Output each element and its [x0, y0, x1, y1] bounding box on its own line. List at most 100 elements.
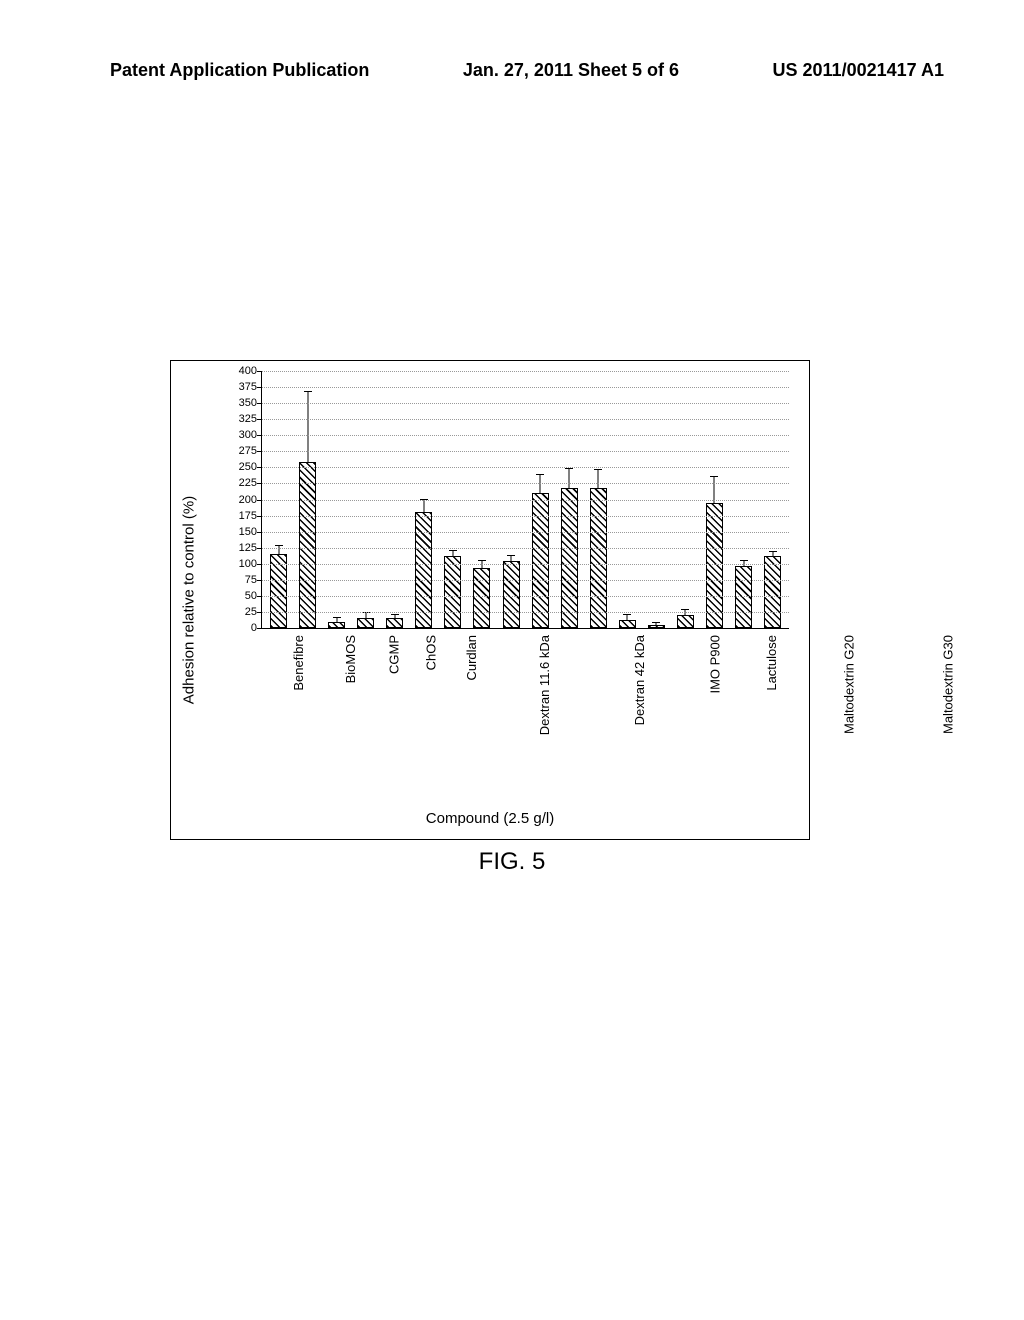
y-tick-label: 150: [239, 526, 257, 538]
gridline: [262, 371, 789, 372]
error-cap: [275, 545, 283, 546]
gridline: [262, 596, 789, 597]
x-tick-label: Maltodextrin G20: [841, 635, 856, 734]
y-tick-label: 200: [239, 494, 257, 506]
gridline: [262, 580, 789, 581]
bar: [677, 615, 694, 628]
header-center: Jan. 27, 2011 Sheet 5 of 6: [463, 60, 679, 81]
y-tick-label: 350: [239, 397, 257, 409]
gridline: [262, 403, 789, 404]
error-bar: [511, 556, 512, 560]
gridline: [262, 548, 789, 549]
x-tick-label: IMO P900: [707, 635, 722, 694]
bar: [561, 488, 578, 628]
y-tick-label: 375: [239, 381, 257, 393]
y-tick-label: 100: [239, 558, 257, 570]
y-tick-mark: [257, 516, 262, 517]
y-tick-mark: [257, 451, 262, 452]
y-tick-mark: [257, 467, 262, 468]
x-tick-label: Maltodextrin G30: [940, 635, 955, 734]
bar: [270, 554, 287, 628]
y-tick-mark: [257, 580, 262, 581]
gridline: [262, 532, 789, 533]
y-axis-label: Adhesion relative to control (%): [181, 496, 198, 704]
header-right: US 2011/0021417 A1: [773, 60, 944, 81]
y-tick-mark: [257, 612, 262, 613]
x-tick-label: Dextran 11.6 kDa: [537, 635, 552, 735]
chart: 0255075100125150175200225250275300325350…: [231, 371, 789, 629]
gridline: [262, 516, 789, 517]
x-tick-label: BioMOS: [343, 635, 358, 683]
error-bar: [772, 552, 773, 556]
bar: [764, 556, 781, 628]
y-tick-mark: [257, 371, 262, 372]
figure-container: Adhesion relative to control (%) 0255075…: [170, 360, 810, 840]
bar: [415, 512, 432, 628]
error-bar: [569, 469, 570, 488]
bar: [444, 556, 461, 628]
error-bar: [423, 500, 424, 513]
y-tick-mark: [257, 596, 262, 597]
gridline: [262, 467, 789, 468]
y-tick-label: 400: [239, 365, 257, 377]
y-tick-mark: [257, 548, 262, 549]
x-tick-label: Benefibre: [291, 635, 306, 691]
y-tick-label: 25: [245, 606, 257, 618]
error-cap: [478, 560, 486, 561]
y-tick-label: 300: [239, 429, 257, 441]
error-cap: [594, 469, 602, 470]
error-bar: [656, 623, 657, 625]
y-tick-mark: [257, 564, 262, 565]
x-tick-label: CGMP: [387, 635, 402, 674]
y-tick-label: 50: [245, 590, 257, 602]
y-tick-mark: [257, 403, 262, 404]
x-axis-title: Compound (2.5 g/l): [171, 810, 809, 827]
error-bar: [452, 551, 453, 556]
y-tick-label: 175: [239, 510, 257, 522]
error-bar: [365, 613, 366, 618]
error-cap: [652, 622, 660, 623]
y-tick-mark: [257, 435, 262, 436]
bar: [357, 618, 374, 628]
bar: [299, 462, 316, 628]
error-cap: [681, 609, 689, 610]
y-tick-label: 275: [239, 445, 257, 457]
error-cap: [304, 391, 312, 392]
bar: [619, 620, 636, 628]
x-labels-container: BenefibreBioMOSCGMPChOSCurdlanDextran 11…: [261, 635, 789, 650]
bar: [328, 622, 345, 628]
error-cap: [449, 550, 457, 551]
y-tick-mark: [257, 532, 262, 533]
x-tick-label: ChOS: [424, 635, 439, 670]
figure-caption: FIG. 5: [0, 848, 1024, 876]
error-bar: [627, 615, 628, 620]
y-tick-label: 125: [239, 542, 257, 554]
y-tick-mark: [257, 628, 262, 629]
gridline: [262, 564, 789, 565]
gridline: [262, 451, 789, 452]
error-cap: [769, 551, 777, 552]
y-tick-mark: [257, 387, 262, 388]
y-tick-label: 250: [239, 461, 257, 473]
gridline: [262, 612, 789, 613]
error-bar: [598, 470, 599, 488]
y-tick-label: 325: [239, 413, 257, 425]
error-cap: [333, 617, 341, 618]
bar: [503, 561, 520, 628]
x-tick-label: Curdlan: [464, 635, 479, 681]
bar: [706, 503, 723, 628]
gridline: [262, 500, 789, 501]
y-tick-label: 225: [239, 477, 257, 489]
x-tick-label: Dextran 42 kDa: [632, 635, 647, 725]
error-cap: [536, 474, 544, 475]
x-tick-label: Lactulose: [764, 635, 779, 691]
gridline: [262, 483, 789, 484]
bar: [473, 568, 490, 628]
gridline: [262, 419, 789, 420]
error-cap: [623, 614, 631, 615]
error-cap: [507, 555, 515, 556]
error-cap: [740, 560, 748, 561]
error-cap: [391, 614, 399, 615]
y-tick-mark: [257, 500, 262, 501]
gridline: [262, 387, 789, 388]
